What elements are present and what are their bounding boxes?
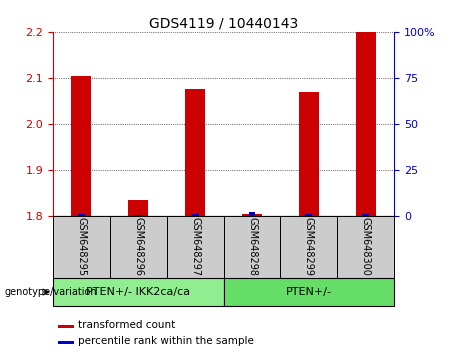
- Bar: [306, 214, 312, 216]
- Text: transformed count: transformed count: [78, 320, 175, 330]
- FancyBboxPatch shape: [110, 216, 167, 278]
- Text: GSM648295: GSM648295: [77, 217, 87, 276]
- Bar: [242, 213, 262, 216]
- FancyBboxPatch shape: [224, 216, 280, 278]
- Text: GSM648300: GSM648300: [361, 217, 371, 276]
- Text: GSM648296: GSM648296: [133, 217, 143, 276]
- FancyBboxPatch shape: [167, 216, 224, 278]
- Text: PTEN+/- IKK2ca/ca: PTEN+/- IKK2ca/ca: [86, 287, 190, 297]
- Text: genotype/variation: genotype/variation: [5, 287, 97, 297]
- Bar: [135, 215, 142, 216]
- Title: GDS4119 / 10440143: GDS4119 / 10440143: [149, 17, 298, 31]
- Text: percentile rank within the sample: percentile rank within the sample: [78, 336, 254, 346]
- Bar: [58, 325, 74, 328]
- Bar: [71, 75, 91, 216]
- Bar: [362, 214, 369, 216]
- Bar: [356, 32, 376, 216]
- Bar: [185, 89, 205, 216]
- Bar: [78, 214, 85, 216]
- Bar: [192, 214, 199, 216]
- FancyBboxPatch shape: [224, 278, 394, 306]
- Text: PTEN+/-: PTEN+/-: [286, 287, 332, 297]
- Bar: [58, 341, 74, 344]
- Text: GSM648297: GSM648297: [190, 217, 200, 276]
- FancyBboxPatch shape: [53, 216, 110, 278]
- Text: GSM648298: GSM648298: [247, 217, 257, 276]
- FancyBboxPatch shape: [337, 216, 394, 278]
- Bar: [299, 92, 319, 216]
- FancyBboxPatch shape: [280, 216, 337, 278]
- FancyBboxPatch shape: [53, 278, 224, 306]
- Bar: [248, 212, 255, 216]
- Text: GSM648299: GSM648299: [304, 217, 314, 276]
- Bar: [128, 200, 148, 216]
